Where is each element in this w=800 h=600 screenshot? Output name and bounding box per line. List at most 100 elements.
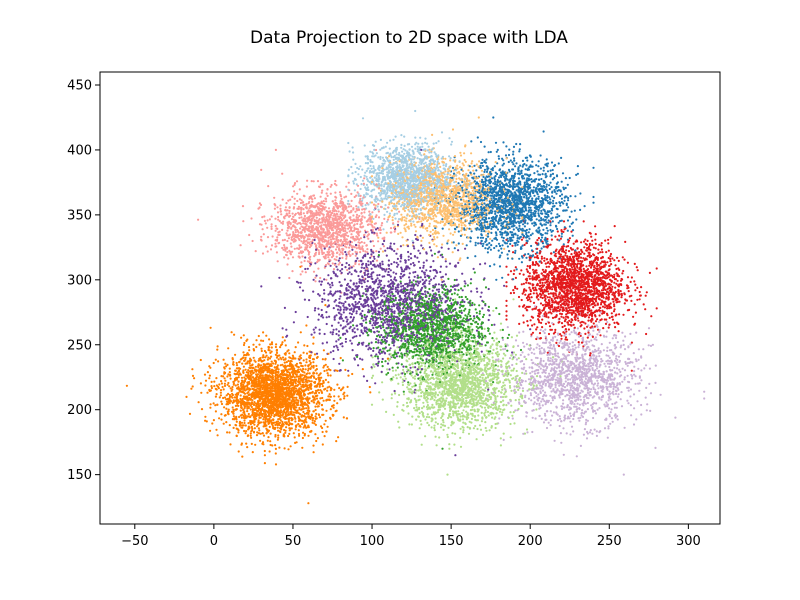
data-point [627,346,630,349]
data-point [466,256,469,259]
data-point [479,428,483,431]
data-point [432,217,435,220]
data-point [351,372,354,376]
data-point [533,370,536,373]
data-point [344,266,347,269]
data-point [536,326,539,329]
data-point [372,322,375,325]
data-point [654,381,657,384]
data-point [607,249,610,252]
data-point [228,371,231,374]
data-point [291,195,294,198]
data-point [390,305,393,308]
data-point [578,403,582,406]
data-point [286,239,289,243]
data-point [484,286,488,289]
data-point [322,399,325,402]
data-point [470,278,473,281]
data-point [485,372,488,376]
data-point [288,209,291,213]
data-point [366,273,369,276]
data-point [349,339,352,342]
data-point [311,419,314,422]
data-point [500,365,503,368]
data-point [605,401,608,404]
data-point [386,141,389,144]
data-point [575,218,578,221]
data-point [527,353,530,356]
data-point [580,248,583,251]
data-point [404,149,407,152]
data-point [429,398,432,401]
data-point [460,224,463,227]
data-point [369,164,372,167]
data-point [582,348,585,351]
data-point [590,285,593,289]
data-point [540,236,544,239]
data-point [573,252,576,255]
data-point [408,214,411,217]
data-point [556,189,559,192]
data-point [335,265,338,268]
data-point [624,360,627,364]
data-point [440,278,443,281]
data-point [618,300,621,303]
data-point [577,319,580,322]
data-point [452,201,455,204]
data-point [517,388,520,391]
data-point [431,239,434,242]
data-point [281,239,284,242]
data-point [529,300,532,303]
data-point [444,273,447,276]
data-point [609,255,612,258]
data-point [542,421,546,424]
data-point [441,291,444,294]
data-point [484,409,487,412]
data-point [570,313,574,316]
data-point [484,262,487,265]
data-point [570,253,573,256]
data-point [480,411,483,414]
data-point [411,385,414,388]
data-point [314,405,317,408]
data-point [315,412,318,415]
data-point [420,173,424,176]
data-point [310,180,313,183]
data-point [464,422,467,425]
data-point [568,319,571,322]
data-point [528,277,532,280]
points-layer [125,109,706,505]
data-point [571,341,574,344]
data-point [376,364,379,367]
data-point [654,364,657,367]
data-point [558,234,561,237]
data-point [402,404,405,407]
data-point [482,400,485,403]
data-point [531,416,534,419]
data-point [394,296,397,300]
data-point [396,401,399,404]
data-point [616,341,619,344]
data-point [446,435,449,439]
data-point [265,334,268,337]
data-point [618,313,621,316]
data-point [571,294,574,297]
data-point [568,342,572,345]
data-point [405,401,409,404]
data-point [560,232,564,235]
data-point [522,223,525,226]
data-point [277,414,280,417]
data-point [540,417,543,420]
data-point [281,172,284,175]
data-point [307,369,310,372]
data-point [373,257,376,260]
data-point [406,386,409,389]
data-point [512,298,515,301]
data-point [442,413,445,416]
data-point [379,287,383,290]
data-point [550,390,553,393]
data-point [563,199,566,202]
data-point [381,398,384,401]
data-point [262,354,265,357]
data-point [546,258,549,261]
